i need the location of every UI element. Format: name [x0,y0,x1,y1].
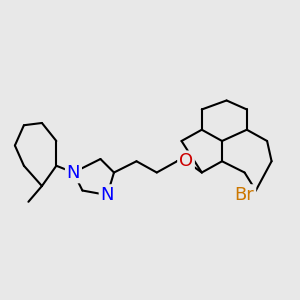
Text: O: O [179,152,193,170]
Text: Br: Br [235,186,254,204]
Text: N: N [67,164,80,181]
Text: N: N [100,186,114,204]
